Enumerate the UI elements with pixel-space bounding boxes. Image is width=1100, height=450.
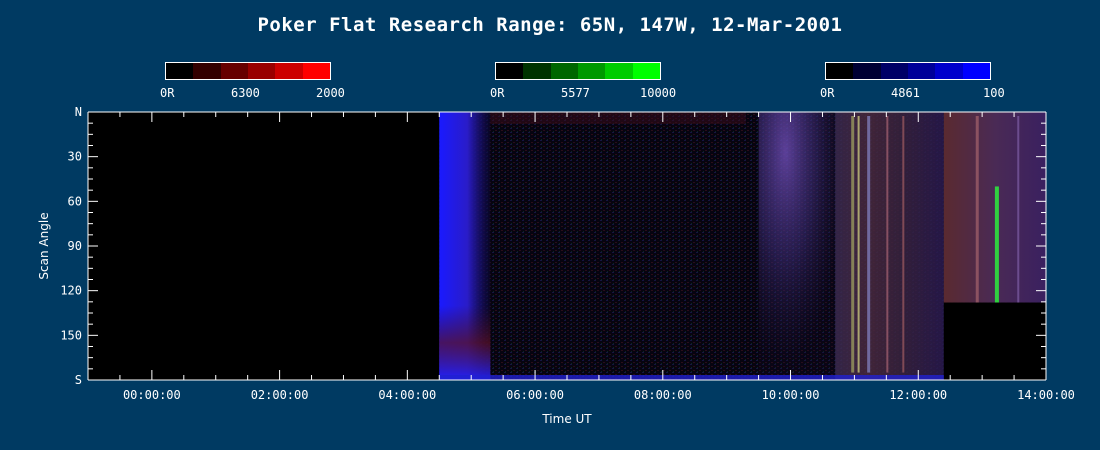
data-gap (943, 302, 1046, 380)
colorbar-4861-wavelength: 4861 (891, 86, 920, 100)
colorbar-4861 (825, 62, 991, 80)
north-haze (490, 112, 746, 124)
colorbar-step (962, 63, 990, 79)
colorbar-5577-wavelength: 5577 (561, 86, 590, 100)
x-tick-label: 04:00:00 (378, 388, 436, 402)
colorbar-step (605, 63, 633, 79)
x-tick-label: 00:00:00 (123, 388, 181, 402)
colorbar-step (577, 63, 606, 79)
colorbar-step (302, 63, 330, 79)
colorbar-step (523, 63, 551, 79)
auroral-arc (902, 116, 905, 373)
colorbar-5577 (495, 62, 661, 80)
y-tick-label: 60 (68, 194, 82, 208)
auroral-arc (851, 116, 855, 373)
colorbar-step (193, 63, 221, 79)
colorbar-6300-max: 2000 (316, 86, 345, 100)
colorbar-6300 (165, 62, 331, 80)
x-tick-label: 06:00:00 (506, 388, 564, 402)
colorbar-step (275, 63, 303, 79)
y-tick-label: 150 (60, 328, 82, 342)
colorbar-step (935, 63, 963, 79)
y-tick-label: 30 (68, 150, 82, 164)
colorbar-step (853, 63, 881, 79)
y-tick-label: N (75, 105, 82, 119)
colorbar-step (826, 63, 854, 79)
x-axis-label: Time UT (541, 412, 592, 426)
y-axis-label: Scan Angle (37, 212, 51, 279)
auroral-arc (975, 116, 979, 303)
y-tick-label: 90 (68, 239, 82, 253)
auroral-arc (1017, 116, 1020, 303)
x-tick-label: 12:00:00 (889, 388, 947, 402)
x-tick-label: 02:00:00 (251, 388, 309, 402)
green-arc (994, 186, 999, 303)
south-edge-glow (439, 375, 944, 380)
auroral-arc (867, 116, 871, 373)
colorbar-step (166, 63, 194, 79)
violet-aurora (758, 112, 836, 380)
y-tick-label: S (75, 373, 82, 387)
chart-title: Poker Flat Research Range: 65N, 147W, 12… (257, 14, 843, 36)
colorbar-6300-wavelength: 6300 (231, 86, 260, 100)
colorbar-step (880, 63, 908, 79)
auroral-arc (886, 116, 889, 373)
colorbar-step (247, 63, 276, 79)
x-tick-label: 08:00:00 (634, 388, 692, 402)
colorbar-step (550, 63, 578, 79)
colorbar-step (496, 63, 524, 79)
colorbar-step (907, 63, 936, 79)
colorbar-4861-min: 0R (820, 86, 835, 100)
colorbar-step (220, 63, 248, 79)
colorbar-4861-max: 100 (983, 86, 1005, 100)
colorbar-5577-min: 0R (490, 86, 505, 100)
twilight-low-band (439, 305, 491, 380)
colorbar-step (632, 63, 660, 79)
x-tick-label: 10:00:00 (762, 388, 820, 402)
y-tick-label: 120 (60, 284, 82, 298)
auroral-arc (857, 116, 860, 373)
colorbar-6300-min: 0R (160, 86, 175, 100)
x-tick-label: 14:00:00 (1017, 388, 1075, 402)
colorbar-5577-max: 10000 (640, 86, 677, 100)
